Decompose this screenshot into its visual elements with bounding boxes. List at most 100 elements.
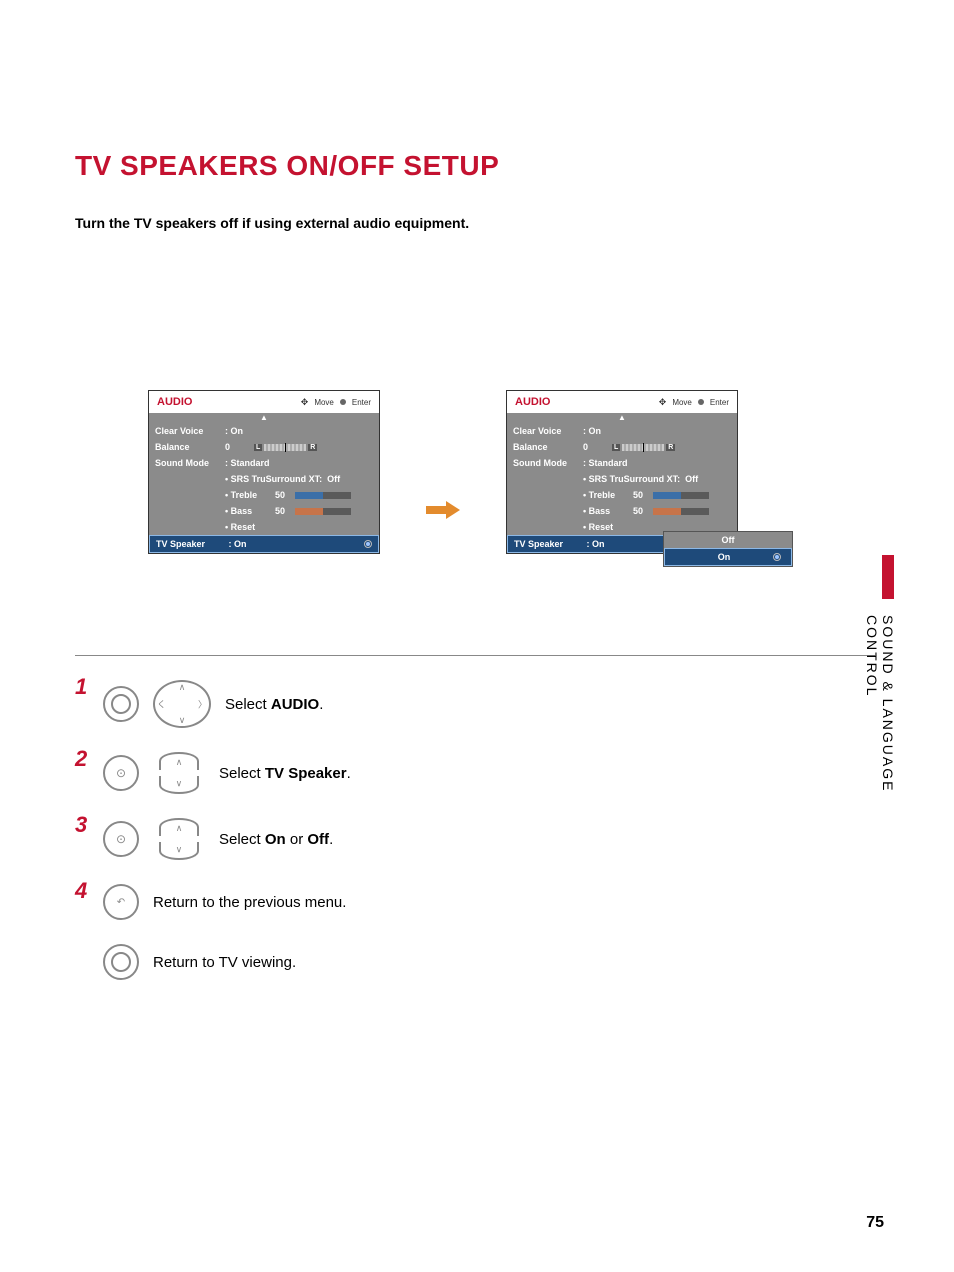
label-sound-mode: Sound Mode [155, 458, 225, 468]
value-tv-speaker: : On [587, 539, 605, 549]
tv-speaker-dropdown[interactable]: Off On [663, 531, 793, 567]
page-subtitle: Turn the TV speakers off if using extern… [75, 215, 469, 231]
value-tv-speaker: : On [229, 539, 247, 549]
steps-section: 1 ∧∨ く〉 Select AUDIO. 2 ∧∧ Select TV Spe… [75, 655, 875, 1004]
slider-bass [295, 508, 351, 515]
value-sound-mode: : Standard [583, 458, 628, 468]
balance-bar [264, 444, 306, 451]
step-4: 4 ↶ Return to the previous menu. [75, 884, 875, 920]
value-clear-voice: : On [583, 426, 601, 436]
row-tv-speaker-highlighted[interactable]: TV Speaker : On [149, 535, 379, 553]
value-clear-voice: : On [225, 426, 243, 436]
arrow-icon [426, 501, 460, 524]
value-bass: 50 [633, 506, 643, 516]
value-treble: 50 [275, 490, 285, 500]
scroll-up-icon: ▲ [507, 413, 737, 423]
slider-bass-fill [295, 508, 323, 515]
enter-button-icon [103, 755, 139, 791]
menu-title: AUDIO [515, 396, 550, 408]
value-bass: 50 [275, 506, 285, 516]
label-balance: Balance [155, 442, 225, 452]
menu-body: ▲ Clear Voice : On Balance 0 L R Sound M… [149, 413, 379, 553]
step-2: 2 ∧∧ Select TV Speaker. [75, 752, 875, 794]
move-label: Move [314, 398, 334, 407]
value-treble: 50 [633, 490, 643, 500]
menu-hints: ✥ Move Enter [659, 397, 729, 408]
row-treble: • Treble 50 [149, 487, 379, 503]
label-bass: • Bass [225, 506, 275, 516]
value-balance: 0 [583, 442, 588, 452]
dpad-icon: ∧∨ く〉 [153, 680, 211, 728]
label-reset: • Reset [225, 522, 255, 532]
enter-label: Enter [352, 398, 371, 407]
audio-menu-before: AUDIO ✥ Move Enter ▲ Clear Voice : On Ba… [148, 390, 380, 554]
side-tab: SOUND & LANGUAGE CONTROL [878, 555, 894, 860]
radio-icon [773, 553, 781, 561]
row-bass: • Bass 50 [149, 503, 379, 519]
menu-screenshots: AUDIO ✥ Move Enter ▲ Clear Voice : On Ba… [148, 390, 738, 554]
row-balance: Balance 0 L R [149, 439, 379, 455]
slider-treble [295, 492, 351, 499]
balance-scale: L R [612, 444, 675, 451]
slider-treble [653, 492, 709, 499]
radio-icon [364, 540, 372, 548]
label-srs: • SRS TruSurround XT: [583, 474, 680, 484]
move-icon: ✥ [301, 397, 309, 408]
value-srs: Off [327, 474, 340, 484]
dropdown-option-off[interactable]: Off [664, 532, 792, 548]
row-sound-mode: Sound Mode : Standard [507, 455, 737, 471]
step-text: Return to TV viewing. [153, 954, 296, 971]
label-sound-mode: Sound Mode [513, 458, 583, 468]
menu-title: AUDIO [157, 396, 192, 408]
menu-hints: ✥ Move Enter [301, 397, 371, 408]
label-clear-voice: Clear Voice [513, 426, 583, 436]
step-text: Select AUDIO. [225, 696, 323, 713]
step-number: 1 [75, 674, 89, 700]
dropdown-option-on[interactable]: On [664, 548, 792, 566]
step-text: Select TV Speaker. [219, 765, 351, 782]
step-number: 4 [75, 878, 89, 904]
label-tv-speaker: TV Speaker [156, 539, 226, 549]
scroll-up-icon: ▲ [149, 413, 379, 423]
audio-menu-after: AUDIO ✥ Move Enter ▲ Clear Voice : On Ba… [506, 390, 738, 554]
value-balance: 0 [225, 442, 230, 452]
slider-treble-fill [295, 492, 323, 499]
updown-icon: ∧∧ [153, 752, 205, 794]
move-icon: ✥ [659, 397, 667, 408]
row-srs: • SRS TruSurround XT: Off [149, 471, 379, 487]
enter-button-icon [103, 821, 139, 857]
slider-bass-fill [653, 508, 681, 515]
dropdown-option-on-label: On [675, 552, 773, 562]
balance-left-cap: L [612, 444, 620, 451]
value-sound-mode: : Standard [225, 458, 270, 468]
step-number: 3 [75, 812, 89, 838]
label-treble: • Treble [225, 490, 275, 500]
menu-button-icon [103, 944, 139, 980]
label-clear-voice: Clear Voice [155, 426, 225, 436]
step-5: Return to TV viewing. [75, 944, 875, 980]
enter-label: Enter [710, 398, 729, 407]
side-tab-marker [882, 555, 894, 599]
step-number: 2 [75, 746, 89, 772]
label-balance: Balance [513, 442, 583, 452]
updown-icon: ∧∧ [153, 818, 205, 860]
side-tab-label: SOUND & LANGUAGE CONTROL [864, 615, 896, 860]
row-reset: • Reset [149, 519, 379, 535]
label-reset: • Reset [583, 522, 613, 532]
row-srs: • SRS TruSurround XT: Off [507, 471, 737, 487]
menu-button-icon [103, 686, 139, 722]
row-treble: • Treble 50 [507, 487, 737, 503]
row-bass: • Bass 50 [507, 503, 737, 519]
label-bass: • Bass [583, 506, 633, 516]
label-srs: • SRS TruSurround XT: [225, 474, 322, 484]
step-text: Select On or Off. [219, 831, 333, 848]
return-button-icon: ↶ [103, 884, 139, 920]
row-clear-voice: Clear Voice : On [507, 423, 737, 439]
move-label: Move [672, 398, 692, 407]
menu-header: AUDIO ✥ Move Enter [149, 391, 379, 413]
slider-treble-fill [653, 492, 681, 499]
step-1: 1 ∧∨ く〉 Select AUDIO. [75, 680, 875, 728]
balance-scale: L R [254, 444, 317, 451]
enter-icon [698, 399, 704, 405]
row-sound-mode: Sound Mode : Standard [149, 455, 379, 471]
